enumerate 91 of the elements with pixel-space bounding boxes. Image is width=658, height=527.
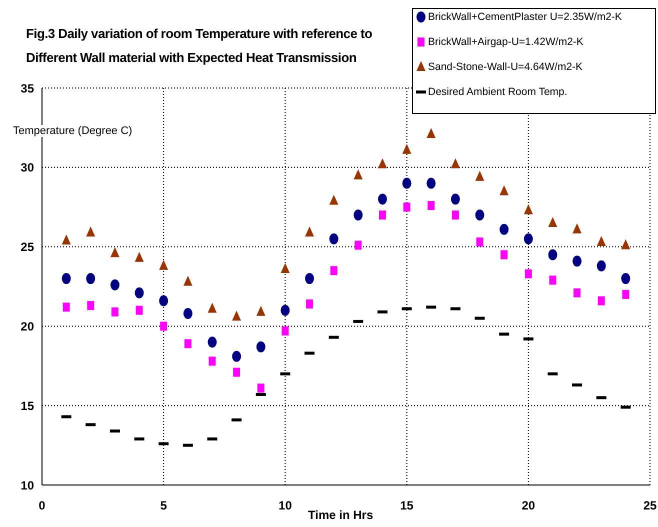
point bbox=[208, 302, 217, 313]
point bbox=[330, 266, 338, 276]
point bbox=[621, 239, 630, 250]
point bbox=[110, 279, 120, 290]
point bbox=[402, 144, 412, 154]
x-tick-label: 20 bbox=[522, 498, 536, 513]
point bbox=[329, 233, 338, 244]
legend-label: Sand-Stone-Wall-U=4.64W/m2-K bbox=[428, 61, 583, 73]
point bbox=[500, 185, 509, 196]
point bbox=[622, 290, 630, 299]
point bbox=[598, 296, 605, 306]
point bbox=[257, 384, 264, 393]
point bbox=[256, 306, 266, 316]
point bbox=[111, 307, 118, 316]
legend-label: BrickWall+CementPlaster U=2.35W/m2-K bbox=[428, 11, 622, 23]
point bbox=[306, 299, 314, 308]
point bbox=[548, 249, 558, 260]
point bbox=[354, 240, 362, 250]
point bbox=[208, 336, 217, 348]
point bbox=[305, 226, 314, 237]
y-tick-label: 15 bbox=[20, 398, 34, 413]
y-tick-label: 25 bbox=[20, 240, 34, 254]
y-tick-label: 10 bbox=[20, 478, 34, 492]
x-tick-label: 25 bbox=[643, 498, 657, 513]
point bbox=[426, 178, 436, 189]
point bbox=[159, 295, 168, 306]
point bbox=[354, 169, 363, 180]
y-tick-label: 30 bbox=[20, 160, 34, 175]
point bbox=[184, 339, 192, 348]
point bbox=[452, 210, 459, 220]
point bbox=[86, 226, 96, 237]
point bbox=[524, 204, 533, 214]
point bbox=[475, 170, 484, 181]
point bbox=[596, 260, 606, 272]
point bbox=[476, 238, 484, 247]
point bbox=[136, 306, 143, 315]
point bbox=[621, 273, 630, 284]
point bbox=[574, 288, 581, 298]
legend-label: BrickWall+Airgap-U=1.42W/m2-K bbox=[428, 36, 584, 48]
point bbox=[329, 194, 338, 205]
point bbox=[232, 310, 242, 321]
point bbox=[280, 263, 290, 274]
x-tick-label: 5 bbox=[160, 498, 168, 513]
point bbox=[428, 201, 435, 210]
point bbox=[134, 287, 144, 298]
point bbox=[426, 128, 436, 138]
point bbox=[548, 216, 558, 227]
point bbox=[378, 158, 387, 168]
point bbox=[208, 356, 216, 366]
point bbox=[160, 322, 168, 331]
point bbox=[549, 276, 556, 285]
point bbox=[232, 350, 242, 362]
point bbox=[282, 326, 289, 336]
point bbox=[159, 260, 168, 270]
point bbox=[475, 210, 484, 221]
x-tick-label: 0 bbox=[38, 498, 46, 513]
point bbox=[378, 210, 386, 220]
point bbox=[62, 234, 71, 244]
point bbox=[572, 223, 582, 234]
point bbox=[524, 269, 532, 278]
chart-title: Fig.3 Daily variation of room Temperature with reference to Different Wall material with Expected Heat Transmission bbox=[26, 25, 374, 67]
point bbox=[183, 308, 192, 319]
x-axis-title: Time in Hrs bbox=[308, 508, 374, 522]
point bbox=[572, 256, 582, 267]
point bbox=[86, 273, 96, 284]
y-tick-label: 20 bbox=[20, 319, 34, 334]
point bbox=[402, 178, 412, 189]
y-axis-title: Temperature (Degree C) bbox=[13, 125, 132, 137]
x-tick-label: 10 bbox=[278, 498, 292, 513]
point bbox=[305, 273, 314, 284]
point bbox=[450, 194, 460, 205]
point bbox=[450, 158, 460, 168]
x-tick-label: 15 bbox=[400, 498, 414, 513]
point bbox=[183, 276, 192, 286]
y-tick-label: 35 bbox=[20, 81, 34, 96]
point bbox=[110, 247, 120, 258]
point bbox=[500, 224, 509, 235]
point bbox=[62, 302, 70, 312]
point bbox=[62, 273, 71, 284]
point bbox=[500, 250, 508, 260]
legend-label: Desired Ambient Room Temp. bbox=[428, 86, 568, 98]
point bbox=[524, 233, 533, 244]
point bbox=[233, 368, 240, 377]
point bbox=[596, 236, 606, 246]
point bbox=[378, 194, 387, 205]
point bbox=[87, 301, 94, 310]
point bbox=[280, 304, 290, 316]
point bbox=[134, 252, 144, 262]
point bbox=[403, 202, 410, 212]
point bbox=[354, 210, 363, 221]
point bbox=[256, 341, 266, 352]
